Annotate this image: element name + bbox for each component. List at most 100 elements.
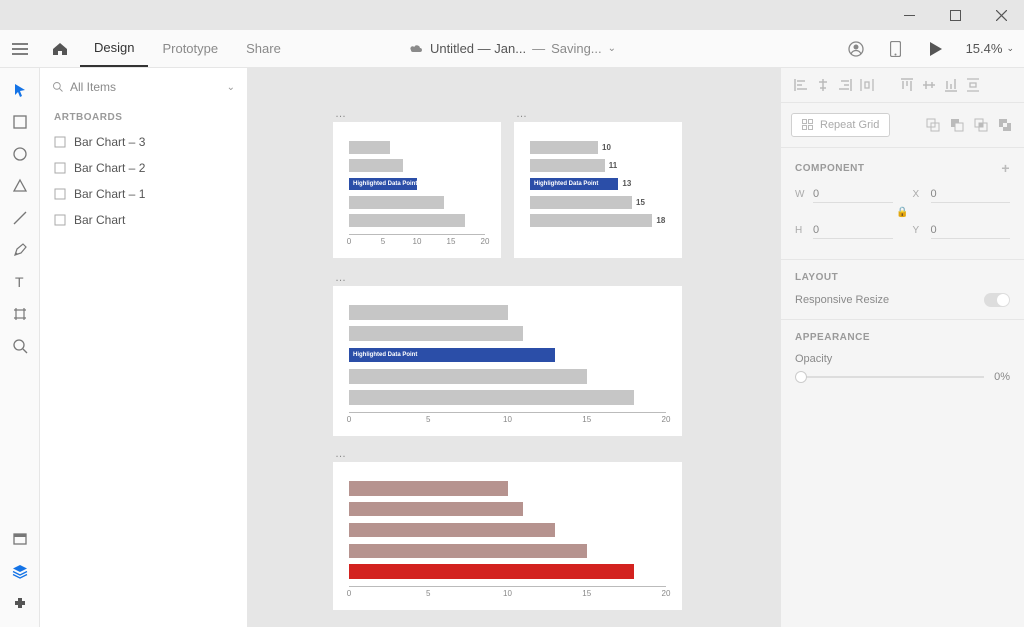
artboard[interactable]: …1011Highlighted Data Point131518 [514,122,682,258]
tab-share[interactable]: Share [232,30,295,67]
boolean-add-icon[interactable] [924,116,942,134]
boolean-intersect-icon[interactable] [972,116,990,134]
tool-rail: T [0,68,40,627]
bar-row [349,138,485,156]
align-bottom-icon[interactable] [941,76,961,94]
chevron-down-icon: ⌄ [227,82,235,93]
y-field[interactable]: 0 [931,222,1011,239]
bar-row [349,156,485,174]
assets-panel-icon[interactable] [0,523,40,555]
distribute-h-icon[interactable] [857,76,877,94]
zoom-level[interactable]: 15.4%⌄ [956,41,1024,56]
bar-row [349,520,666,541]
artboard-overflow-icon[interactable]: … [516,108,528,120]
artboard-item-label: Bar Chart – 3 [74,135,145,149]
bar-row [349,212,485,230]
home-icon[interactable] [40,42,80,56]
bar [349,326,523,341]
save-status: Saving... [551,41,602,56]
align-right-icon[interactable] [835,76,855,94]
bar-row: Highlighted Data Point [349,344,666,365]
artboard[interactable]: …Highlighted Data Point05101520 [333,286,682,436]
device-preview-icon[interactable] [876,30,916,67]
bar-highlight-label: Highlighted Data Point [353,352,417,358]
bar [349,196,444,209]
canvas[interactable]: …Highlighted Data Point05101520…1011High… [248,68,780,627]
document-title[interactable]: Untitled — Jan... [430,41,526,56]
artboard-item[interactable]: Bar Chart [40,207,247,233]
tab-design[interactable]: Design [80,30,148,67]
distribute-v-icon[interactable] [963,76,983,94]
hamburger-menu-icon[interactable] [0,43,40,55]
tab-prototype[interactable]: Prototype [148,30,232,67]
polygon-tool-icon[interactable] [0,170,40,202]
artboard[interactable]: …05101520 [333,462,682,610]
user-icon[interactable] [836,30,876,67]
artboard-item[interactable]: Bar Chart – 3 [40,129,247,155]
repeat-grid-button[interactable]: Repeat Grid [791,113,890,137]
bar [530,159,605,172]
inspector-panel: Repeat Grid COMPONENT+ W0 X0 🔒 H0 Y0 LAY… [780,68,1024,627]
artboard-overflow-icon[interactable]: … [335,108,347,120]
x-axis: 05101520 [349,586,666,600]
chevron-down-icon[interactable]: ⌄ [608,43,616,54]
align-left-icon[interactable] [791,76,811,94]
select-tool-icon[interactable] [0,74,40,106]
window-titlebar [0,0,1024,30]
lock-aspect-icon[interactable]: 🔒 [795,207,1010,218]
width-field[interactable]: 0 [813,186,893,203]
axis-tick: 15 [447,237,456,246]
boolean-subtract-icon[interactable] [948,116,966,134]
bar-row [349,302,666,323]
align-top-icon[interactable] [897,76,917,94]
responsive-resize-toggle[interactable] [984,293,1010,307]
bar-value-label: 10 [602,143,611,152]
text-tool-icon[interactable]: T [0,266,40,298]
bar [349,369,587,384]
zoom-tool-icon[interactable] [0,330,40,362]
line-tool-icon[interactable] [0,202,40,234]
layers-filter[interactable]: All Items ⌄ [40,76,247,104]
bar-row [349,193,485,211]
ellipse-tool-icon[interactable] [0,138,40,170]
bar-row: Highlighted Data Point [349,175,485,193]
pen-tool-icon[interactable] [0,234,40,266]
appearance-section-title: APPEARANCE [795,332,870,343]
artboard-item[interactable]: Bar Chart – 1 [40,181,247,207]
opacity-slider[interactable] [795,376,984,378]
artboard-overflow-icon[interactable]: … [335,272,347,284]
artboard-item-label: Bar Chart – 2 [74,161,145,175]
align-center-h-icon[interactable] [813,76,833,94]
x-axis: 05101520 [349,412,666,426]
bar-row: 11 [530,156,666,174]
close-button[interactable] [978,0,1024,30]
component-section-title: COMPONENT [795,163,865,174]
artboard[interactable]: …Highlighted Data Point05101520 [333,122,501,258]
responsive-resize-label: Responsive Resize [795,294,889,306]
plugins-panel-icon[interactable] [0,587,40,619]
artboard-item-label: Bar Chart – 1 [74,187,145,201]
add-component-icon[interactable]: + [1001,160,1010,176]
align-center-v-icon[interactable] [919,76,939,94]
axis-tick: 5 [426,415,430,424]
bar-value-label: 13 [622,179,631,188]
align-tools [781,68,1024,103]
bar [349,159,403,172]
bar [349,502,523,517]
maximize-button[interactable] [932,0,978,30]
bar [349,523,555,538]
boolean-exclude-icon[interactable] [996,116,1014,134]
artboard-item[interactable]: Bar Chart – 2 [40,155,247,181]
artboard-tool-icon[interactable] [0,298,40,330]
layers-panel: All Items ⌄ ARTBOARDS Bar Chart – 3 Bar C… [40,68,248,627]
artboard-overflow-icon[interactable]: … [335,448,347,460]
artboards-section-title: ARTBOARDS [40,104,247,129]
bar-value-label: 11 [609,161,617,170]
minimize-button[interactable] [886,0,932,30]
x-field[interactable]: 0 [931,186,1011,203]
rectangle-tool-icon[interactable] [0,106,40,138]
bar-row: 15 [530,193,666,211]
height-field[interactable]: 0 [813,222,893,239]
layers-panel-icon[interactable] [0,555,40,587]
play-icon[interactable] [916,30,956,67]
